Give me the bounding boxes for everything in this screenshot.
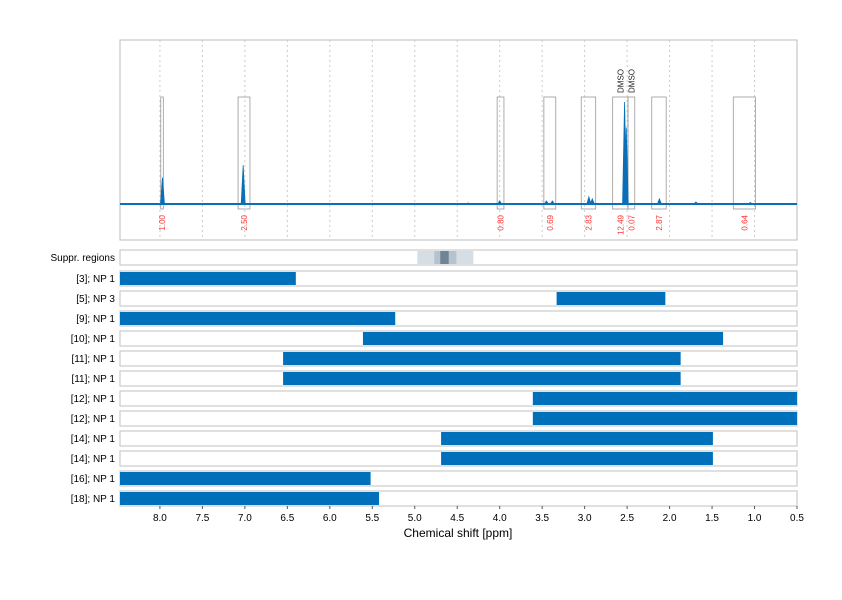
range-label: [5]; NP 3	[76, 294, 115, 305]
integration-region	[580, 96, 597, 210]
integration-region	[732, 96, 756, 210]
range-bar	[556, 292, 666, 305]
spectrum-panel	[119, 39, 798, 241]
x-tick-label: 6.5	[280, 513, 294, 524]
x-tick-label: 4.5	[450, 513, 464, 524]
spectrum-peak	[240, 165, 246, 205]
spectrum-peak	[657, 197, 662, 205]
range-label: [11]; NP 1	[71, 354, 115, 365]
spectrum-peak	[589, 197, 595, 205]
x-tick-label: 2.5	[620, 513, 634, 524]
spectrum-peak	[160, 177, 165, 205]
spectrum-peak	[466, 202, 471, 205]
range-bar	[120, 472, 371, 485]
integral-value: 0.07	[627, 214, 636, 230]
x-tick-label: 7.0	[238, 513, 252, 524]
range-bar	[120, 272, 296, 285]
spectrum-peak	[623, 127, 629, 205]
x-tick-label: 0.5	[790, 513, 804, 524]
range-label: [12]; NP 1	[71, 394, 116, 405]
integral-value: 2.50	[240, 214, 249, 230]
integration-region	[496, 96, 505, 210]
x-tick-label: 1.5	[705, 513, 719, 524]
spectrum-peak	[544, 200, 549, 205]
integral-value: 12.49	[616, 214, 625, 235]
x-tick-label: 1.0	[748, 513, 762, 524]
spectrum-peak	[693, 201, 699, 205]
range-label: [14]; NP 1	[71, 454, 116, 465]
range-label: [10]; NP 1	[71, 334, 116, 345]
integration-region	[160, 96, 164, 210]
spectrum-peak	[550, 200, 555, 205]
integral-value: 0.69	[546, 214, 555, 230]
integral-value: 1.00	[158, 214, 167, 230]
range-bar	[532, 412, 797, 425]
x-tick-label: 5.5	[365, 513, 379, 524]
x-tick-label: 8.0	[153, 513, 167, 524]
suppressed-regions-label: Suppr. regions	[51, 253, 116, 264]
spectrum-peak	[497, 200, 503, 205]
integral-value: 0.80	[497, 214, 506, 230]
integration-region	[651, 96, 667, 210]
x-tick-label: 3.0	[578, 513, 592, 524]
range-label: [18]; NP 1	[71, 494, 116, 505]
spectrum-peak	[586, 195, 592, 205]
integral-value: 0.64	[740, 214, 749, 230]
range-bar	[362, 332, 724, 345]
solvent-annotation: DMSO	[616, 69, 625, 93]
x-axis-label: Chemical shift [ppm]	[404, 526, 513, 540]
integral-value: 2.87	[655, 214, 664, 230]
x-tick-label: 7.5	[195, 513, 209, 524]
range-label: [3]; NP 1	[76, 274, 115, 285]
range-track	[119, 290, 798, 307]
integration-region	[237, 96, 251, 210]
suppressed-region	[440, 251, 449, 264]
integration-region	[543, 96, 557, 210]
range-bar	[441, 452, 713, 465]
spectrum-peak	[748, 201, 753, 205]
integration-region	[627, 96, 636, 210]
x-tick-label: 6.0	[323, 513, 337, 524]
range-label: [11]; NP 1	[71, 374, 115, 385]
solvent-annotation: DMSO	[627, 69, 636, 93]
range-bar	[120, 492, 380, 505]
range-bar	[283, 352, 681, 365]
range-bar	[441, 432, 713, 445]
range-label: [9]; NP 1	[76, 314, 115, 325]
range-bar	[120, 312, 396, 325]
range-label: [14]; NP 1	[71, 434, 116, 445]
range-label: [16]; NP 1	[71, 474, 116, 485]
x-tick-label: 2.0	[663, 513, 677, 524]
x-tick-label: 4.0	[493, 513, 507, 524]
range-bar	[532, 392, 797, 405]
x-tick-label: 3.5	[535, 513, 549, 524]
range-label: [12]; NP 1	[71, 414, 116, 425]
integral-value: 2.83	[584, 214, 593, 230]
x-tick-label: 5.0	[408, 513, 422, 524]
range-bar	[283, 372, 681, 385]
